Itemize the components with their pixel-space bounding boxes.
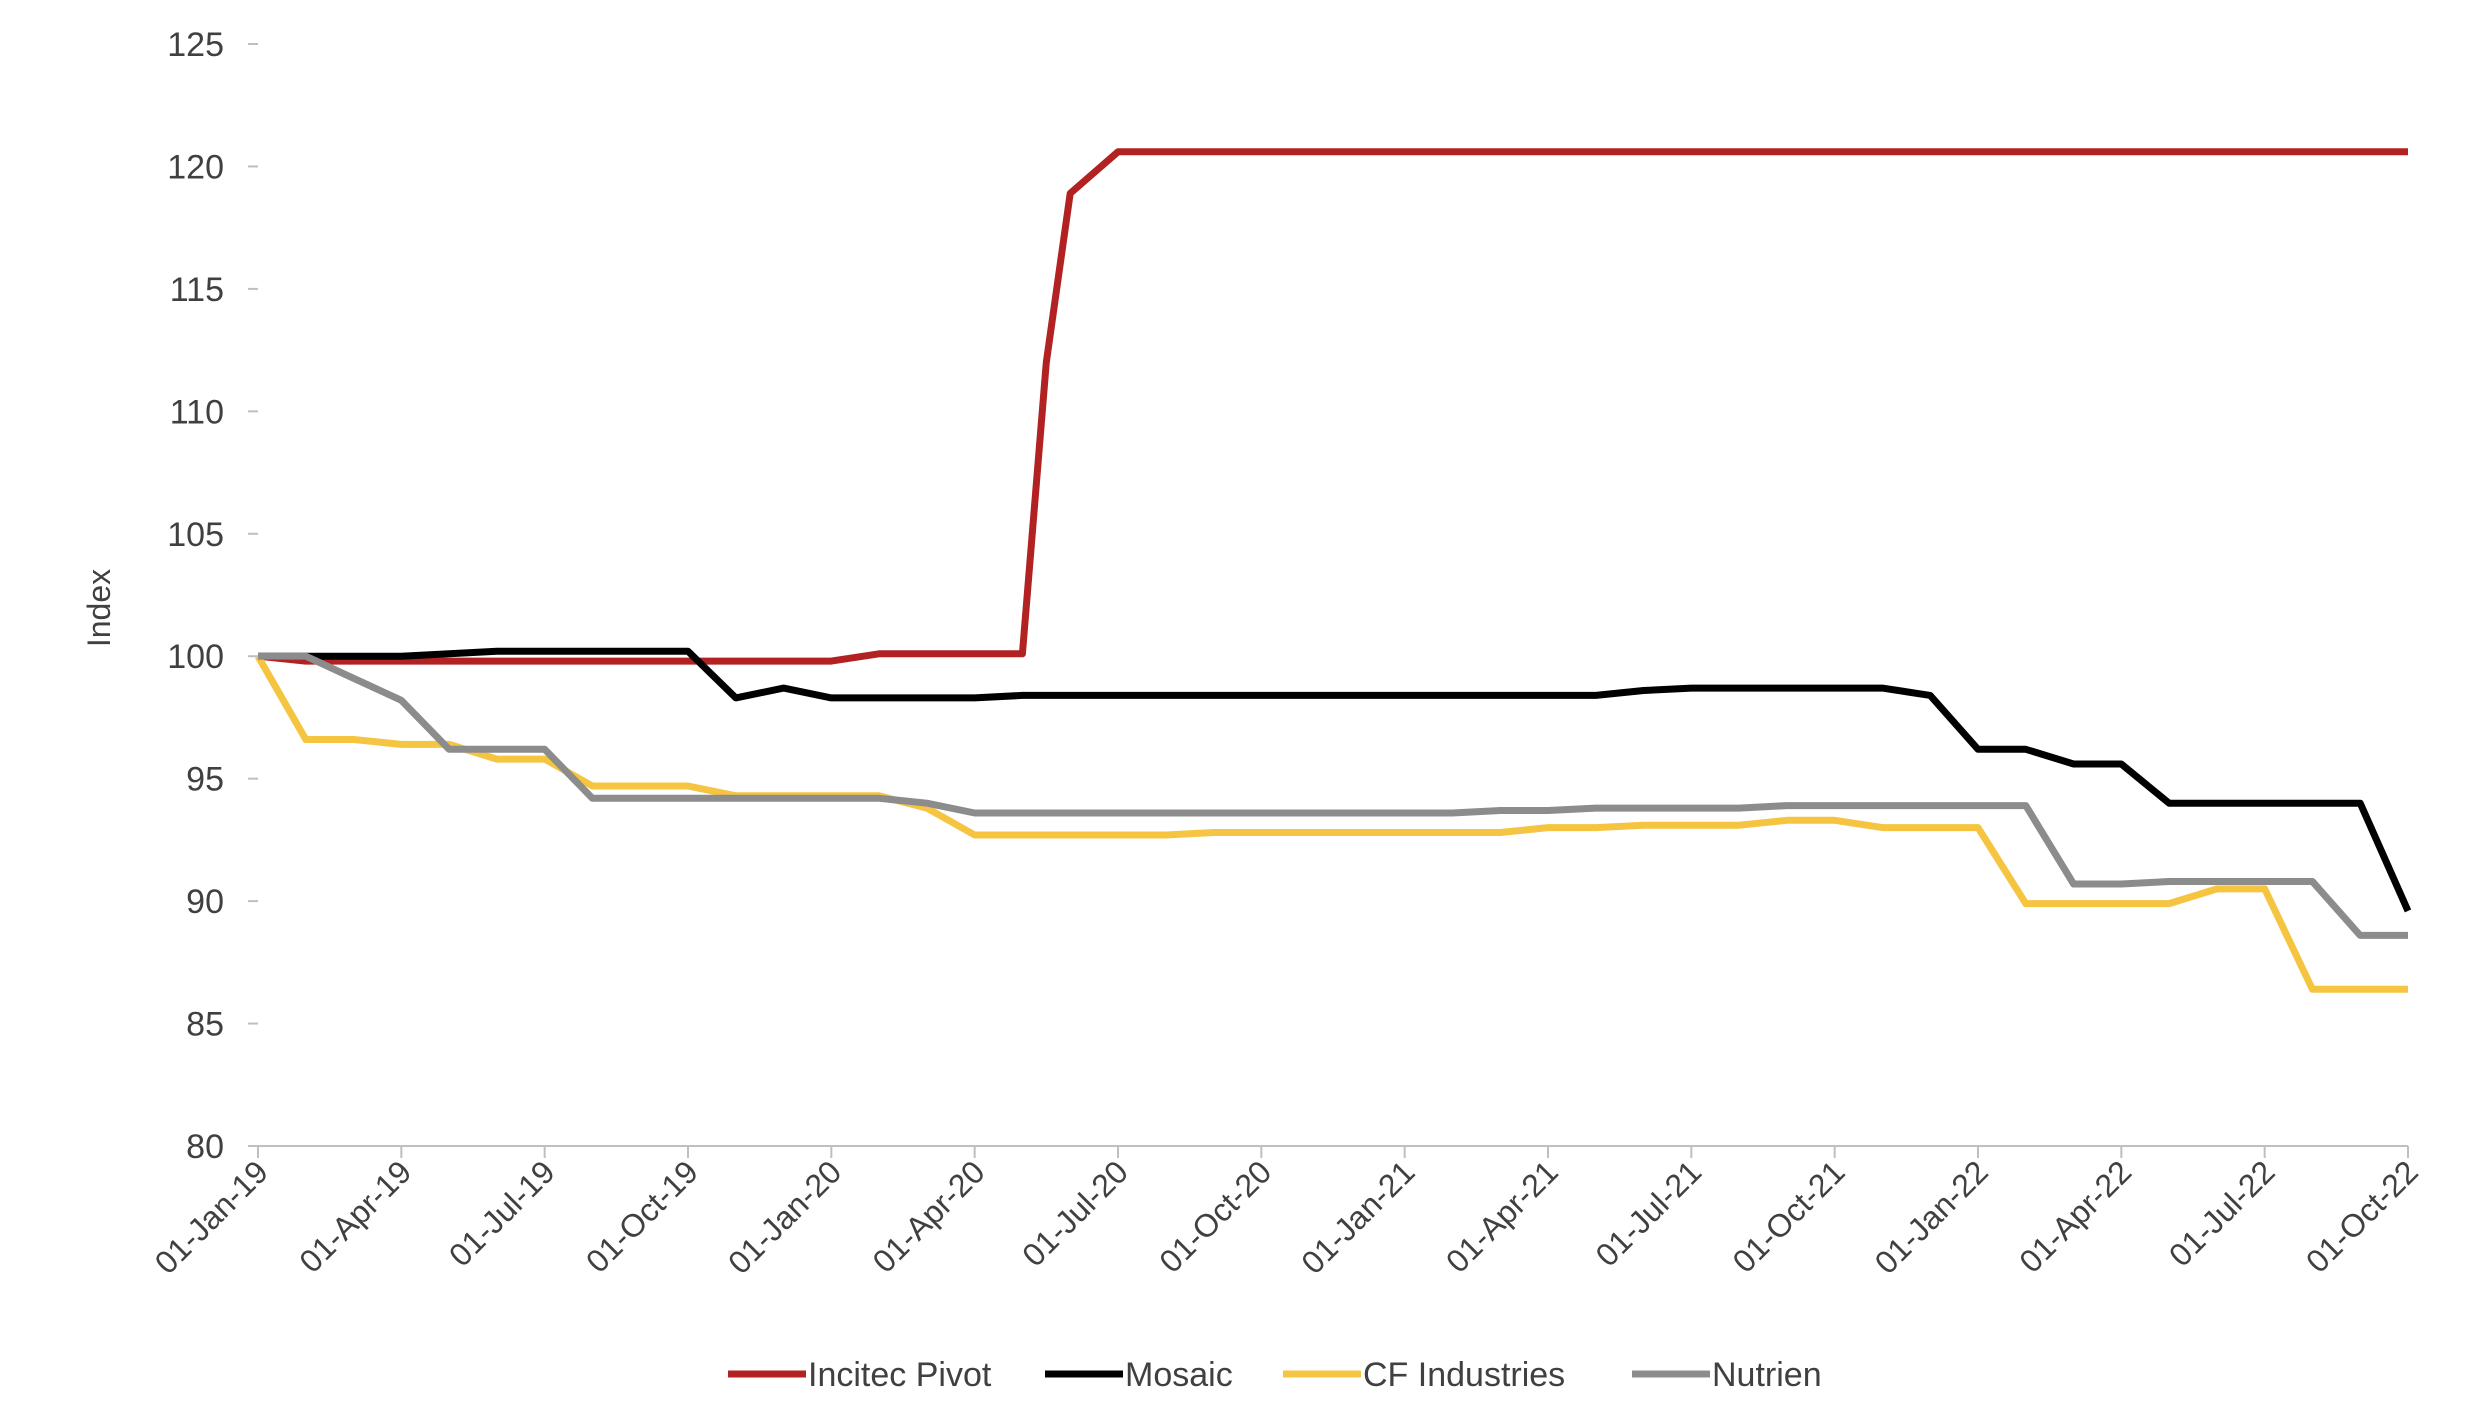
x-tick-label: 01-Apr-20 [866,1153,992,1279]
x-tick-label: 01-Oct-19 [579,1153,705,1279]
legend-label: Incitec Pivot [808,1356,992,1394]
legend: Incitec Pivot Mosaic CF Industries Nutrien [728,1356,1822,1394]
y-tick-label: 95 [186,761,224,799]
y-tick-label: 105 [167,516,224,554]
x-tick-label: 01-Jan-20 [721,1153,848,1280]
x-tick-label: 01-Oct-20 [1152,1153,1278,1279]
x-tick-label: 01-Apr-21 [1439,1153,1565,1279]
plot-area [254,148,2412,993]
series-line-cf-industries [254,654,2408,993]
y-tick-label: 80 [186,1128,224,1166]
y-tick-label: 90 [186,883,224,921]
y-tick-label: 100 [167,638,224,676]
series-line-nutrien [258,652,2408,939]
legend-label: CF Industries [1363,1356,1565,1394]
x-tick-label: 01-Jul-19 [442,1153,562,1273]
x-tick-label: 01-Jul-21 [1588,1153,1708,1273]
legend-label: Nutrien [1712,1356,1822,1394]
y-tick-label: 115 [170,271,224,309]
y-axis-title: Index [81,569,117,647]
x-tick-label: 01-Jan-19 [148,1153,275,1280]
y-tick-label: 120 [167,148,224,186]
x-tick-label: 01-Apr-19 [292,1153,418,1279]
x-tick-label: 01-Jul-22 [2162,1153,2282,1273]
x-tick-label: 01-Oct-22 [2299,1153,2425,1279]
x-axis: 01-Jan-19 01-Apr-19 01-Jul-19 01-Oct-19 01-J… [148,1145,2425,1281]
y-tick-label: 110 [170,393,224,431]
y-tick-label: 125 [167,26,224,64]
y-tick-label: 85 [186,1006,224,1044]
y-axis: 80 85 90 95 100 105 110 115 120 125 [167,26,258,1166]
x-tick-label: 01-Jan-22 [1868,1153,1995,1280]
series-line-mosaic [258,647,2412,913]
x-tick-label: 01-Jan-21 [1294,1153,1421,1280]
x-tick-label: 01-Oct-21 [1726,1153,1852,1279]
x-tick-label: 01-Apr-22 [2012,1153,2138,1279]
legend-label: Mosaic [1125,1356,1233,1394]
x-tick-label: 01-Jul-20 [1015,1153,1135,1273]
series-line-incitec-pivot [257,148,2408,665]
